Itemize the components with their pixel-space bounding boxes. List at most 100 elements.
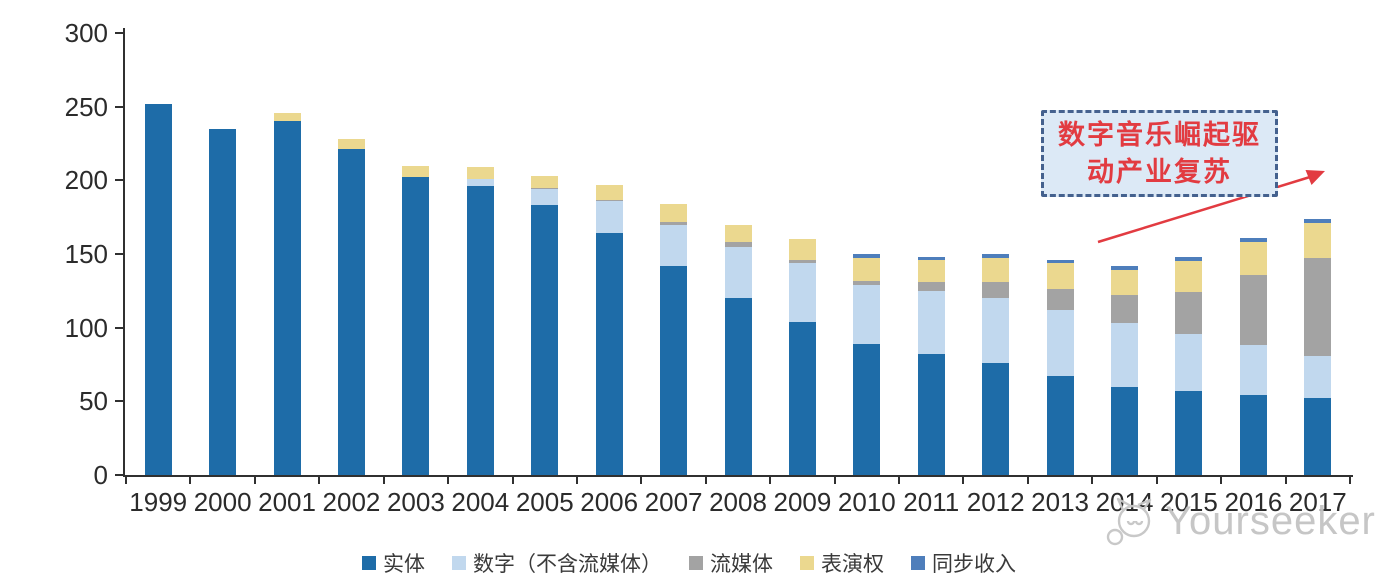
bar-segment-2012 xyxy=(982,258,1010,282)
x-axis-tick xyxy=(962,477,965,484)
bar-segment-2011 xyxy=(917,256,945,260)
annotation-callout: 数字音乐崛起驱 动产业复苏 xyxy=(1041,110,1278,197)
watermark-text: Yourseeker xyxy=(1165,498,1376,543)
x-tick-label: 2013 xyxy=(1031,487,1090,517)
bar-segment-2011 xyxy=(917,282,945,291)
bar-segment-2014 xyxy=(1111,265,1139,271)
legend-swatch-icon xyxy=(362,556,376,570)
bar-segment-2003 xyxy=(402,177,430,475)
x-axis-tick xyxy=(769,477,772,484)
legend-swatch-icon xyxy=(689,556,703,570)
bar-segment-2013 xyxy=(1046,289,1074,310)
x-tick-label: 2004 xyxy=(451,487,510,517)
bar-segment-2009 xyxy=(788,239,816,260)
bar-segment-2016 xyxy=(1239,345,1267,396)
bar-segment-2007 xyxy=(660,203,688,222)
bar-segment-2014 xyxy=(1111,386,1139,475)
bar-segment-2015 xyxy=(1175,333,1203,392)
bar-segment-2002 xyxy=(337,139,365,150)
legend-item: 实体 xyxy=(362,548,425,578)
x-tick-label: 2012 xyxy=(966,487,1025,517)
legend-swatch-icon xyxy=(800,556,814,570)
x-tick-label: 2000 xyxy=(193,487,252,517)
bar-segment-2012 xyxy=(982,363,1010,475)
y-tick-label: 200 xyxy=(64,165,108,196)
bar-segment-2005 xyxy=(531,187,559,190)
x-axis-tick xyxy=(833,477,836,484)
x-axis-tick xyxy=(125,477,127,484)
bar-segment-2004 xyxy=(466,178,494,187)
bar-segment-2010 xyxy=(853,280,881,285)
x-axis-tick xyxy=(640,477,643,484)
bar-segment-2013 xyxy=(1046,310,1074,377)
y-axis-tick xyxy=(115,105,123,108)
bar-segment-2005 xyxy=(531,175,559,188)
x-tick-label: 1999 xyxy=(129,487,188,517)
x-axis-tick xyxy=(253,477,256,484)
bar-segment-2001 xyxy=(273,112,301,122)
watermark: Yourseeker xyxy=(1103,494,1376,548)
bar-segment-2008 xyxy=(724,242,752,247)
y-tick-label: 100 xyxy=(64,312,108,343)
bar-segment-2011 xyxy=(917,354,945,475)
bar-segment-2015 xyxy=(1175,391,1203,475)
legend-swatch-icon xyxy=(452,556,466,570)
bar-segment-2003 xyxy=(402,165,430,178)
bar-segment-2015 xyxy=(1175,261,1203,293)
x-axis-tick xyxy=(1091,477,1094,484)
bar-segment-2010 xyxy=(853,254,881,259)
bar-segment-2009 xyxy=(788,259,816,263)
y-axis-tick xyxy=(115,400,123,403)
bar-segment-2007 xyxy=(660,221,688,225)
bar-segment-2007 xyxy=(660,265,688,475)
bar-segment-2010 xyxy=(853,284,881,344)
bar-segment-2010 xyxy=(853,343,881,475)
x-tick-label: 2010 xyxy=(837,487,896,517)
bar-segment-2008 xyxy=(724,224,752,243)
bar-segment-2004 xyxy=(466,167,494,179)
x-axis-line xyxy=(123,475,1353,477)
bar-segment-2017 xyxy=(1304,218,1332,224)
x-axis-tick xyxy=(1220,477,1223,484)
bar-segment-2017 xyxy=(1304,355,1332,399)
legend-label: 数字（不含流媒体） xyxy=(473,553,662,576)
x-axis-tick xyxy=(318,477,321,484)
x-axis-tick xyxy=(1349,477,1351,484)
cat-logo-icon xyxy=(1106,497,1152,546)
bar-segment-2012 xyxy=(982,298,1010,364)
bar-segment-2013 xyxy=(1046,259,1074,263)
legend-label: 表演权 xyxy=(821,553,884,576)
bar-segment-2014 xyxy=(1111,323,1139,387)
bar-segment-2006 xyxy=(595,233,623,475)
x-tick-label: 2002 xyxy=(322,487,381,517)
bar-segment-1999 xyxy=(144,103,172,475)
y-tick-label: 300 xyxy=(64,18,108,48)
legend-label: 流媒体 xyxy=(710,553,773,576)
x-tick-label: 2015 xyxy=(1160,487,1218,517)
x-axis-tick xyxy=(1284,477,1287,484)
bar-segment-2009 xyxy=(788,262,816,322)
legend-item: 同步收入 xyxy=(911,548,1016,578)
bar-segment-2006 xyxy=(595,184,623,200)
legend-label: 同步收入 xyxy=(932,553,1016,576)
y-axis-tick xyxy=(115,326,123,329)
legend-label: 实体 xyxy=(383,553,425,576)
x-axis-tick xyxy=(704,477,707,484)
plot-area xyxy=(126,33,1350,475)
bar-segment-2001 xyxy=(273,121,301,475)
bar-segment-2007 xyxy=(660,224,688,266)
y-axis-line xyxy=(123,28,125,477)
x-tick-label: 2016 xyxy=(1224,487,1283,517)
x-tick-label: 2009 xyxy=(773,487,832,517)
bar-segment-2012 xyxy=(982,254,1010,259)
legend-item: 数字（不含流媒体） xyxy=(452,548,662,578)
x-axis-tick xyxy=(382,477,385,484)
legend: 实体 数字（不含流媒体） 流媒体 表演权 同步收入 xyxy=(362,548,1016,578)
bar-segment-2015 xyxy=(1175,256,1203,262)
x-tick-label: 2001 xyxy=(258,487,316,517)
bar-segment-2006 xyxy=(595,200,623,234)
legend-swatch-icon xyxy=(911,556,925,570)
annotation-line1: 数字音乐崛起驱 xyxy=(1058,120,1261,151)
bar-segment-2013 xyxy=(1046,376,1074,475)
